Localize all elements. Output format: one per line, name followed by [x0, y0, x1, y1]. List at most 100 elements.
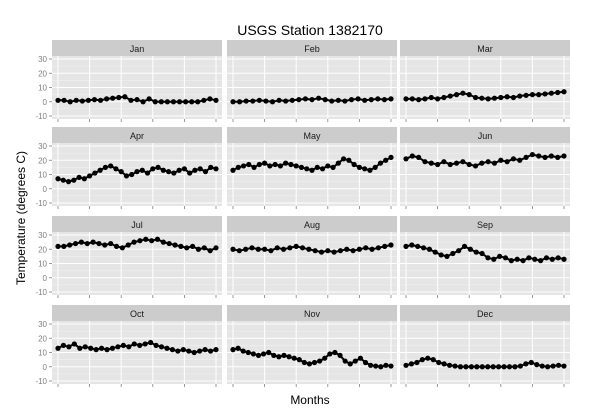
data-point: [408, 361, 415, 367]
facet-panel-jul: Jul -10 0 10 20 30: [35, 216, 222, 298]
data-point: [446, 362, 453, 368]
data-point: [332, 349, 338, 356]
data-point: [301, 359, 307, 366]
data-point: [84, 240, 90, 247]
data-point: [299, 245, 306, 251]
data-point: [528, 359, 534, 366]
data-point: [314, 164, 320, 170]
data-point: [372, 164, 378, 170]
data-point: [142, 341, 148, 347]
data-point: [355, 96, 361, 102]
data-point: [517, 93, 523, 99]
data-point: [144, 170, 151, 176]
data-point: [93, 347, 99, 353]
data-point: [529, 151, 536, 158]
data-point: [243, 98, 249, 104]
data-point: [536, 92, 542, 98]
data-point: [473, 249, 479, 255]
data-point: [76, 174, 82, 180]
data-point: [490, 364, 496, 370]
data-point: [512, 364, 518, 370]
data-point: [304, 166, 310, 172]
data-point: [468, 364, 474, 370]
data-point: [460, 159, 466, 165]
data-point: [175, 348, 181, 354]
data-point: [403, 156, 409, 162]
data-point: [302, 96, 309, 102]
data-point: [116, 94, 122, 101]
data-point: [176, 99, 183, 105]
facet-strip-label: May: [303, 131, 321, 141]
data-point: [409, 242, 415, 248]
data-point: [368, 362, 374, 368]
y-tick-label: -10: [35, 288, 47, 297]
data-point: [243, 246, 249, 252]
data-point: [474, 364, 480, 370]
facet-strip-label: Dec: [477, 309, 494, 319]
data-point: [497, 253, 503, 259]
data-point: [375, 245, 381, 251]
data-point: [271, 352, 277, 358]
facet-strip: [227, 40, 397, 56]
data-point: [309, 97, 315, 103]
data-point: [235, 164, 241, 170]
data-point: [298, 164, 305, 170]
data-point: [61, 243, 67, 249]
data-point: [457, 364, 464, 370]
data-point: [529, 92, 536, 98]
facet-strip: [227, 216, 397, 232]
y-tick-label: 30: [38, 55, 47, 64]
data-point: [230, 246, 236, 252]
data-point: [543, 255, 550, 261]
data-point: [113, 166, 119, 172]
data-point: [453, 160, 460, 166]
data-point: [55, 345, 61, 351]
data-point: [542, 154, 548, 160]
data-point: [315, 95, 322, 101]
y-tick-label: 20: [38, 156, 47, 165]
data-point: [461, 243, 468, 249]
data-point: [150, 166, 156, 172]
data-point: [435, 161, 441, 168]
data-point: [113, 243, 120, 249]
data-point: [432, 249, 438, 255]
data-point: [367, 167, 373, 173]
data-point: [325, 163, 331, 169]
data-point: [108, 240, 114, 247]
facet-strip-label: Aug: [304, 220, 320, 230]
data-point: [346, 157, 352, 163]
chart-title: USGS Station 1382170: [237, 22, 383, 38]
data-point: [60, 177, 66, 183]
data-point: [207, 248, 213, 254]
data-point: [435, 96, 441, 102]
data-point: [330, 164, 336, 170]
data-point: [183, 99, 189, 105]
data-point: [79, 98, 85, 104]
data-point: [104, 96, 110, 102]
data-point: [388, 242, 394, 248]
data-point: [213, 166, 219, 172]
y-tick-label: 30: [38, 142, 47, 151]
data-point: [213, 97, 219, 103]
data-point: [312, 248, 318, 254]
data-point: [362, 97, 368, 103]
data-point: [91, 97, 98, 103]
data-point: [362, 359, 369, 366]
data-point: [450, 250, 456, 257]
data-point: [187, 170, 193, 176]
data-point: [428, 94, 434, 101]
data-point: [189, 99, 195, 105]
data-point: [296, 97, 302, 103]
data-point: [377, 160, 384, 166]
y-tick-label: 30: [38, 231, 47, 240]
data-point: [110, 95, 116, 101]
data-point: [498, 94, 504, 101]
data-point: [149, 238, 155, 244]
data-point: [532, 256, 538, 262]
facet-panel-jan: Jan -10 0 10 20 30: [35, 40, 222, 122]
data-point: [166, 169, 172, 175]
data-point: [498, 157, 504, 163]
facet-panel-aug: Aug: [227, 216, 397, 298]
data-point: [510, 94, 517, 101]
data-point: [555, 154, 561, 160]
